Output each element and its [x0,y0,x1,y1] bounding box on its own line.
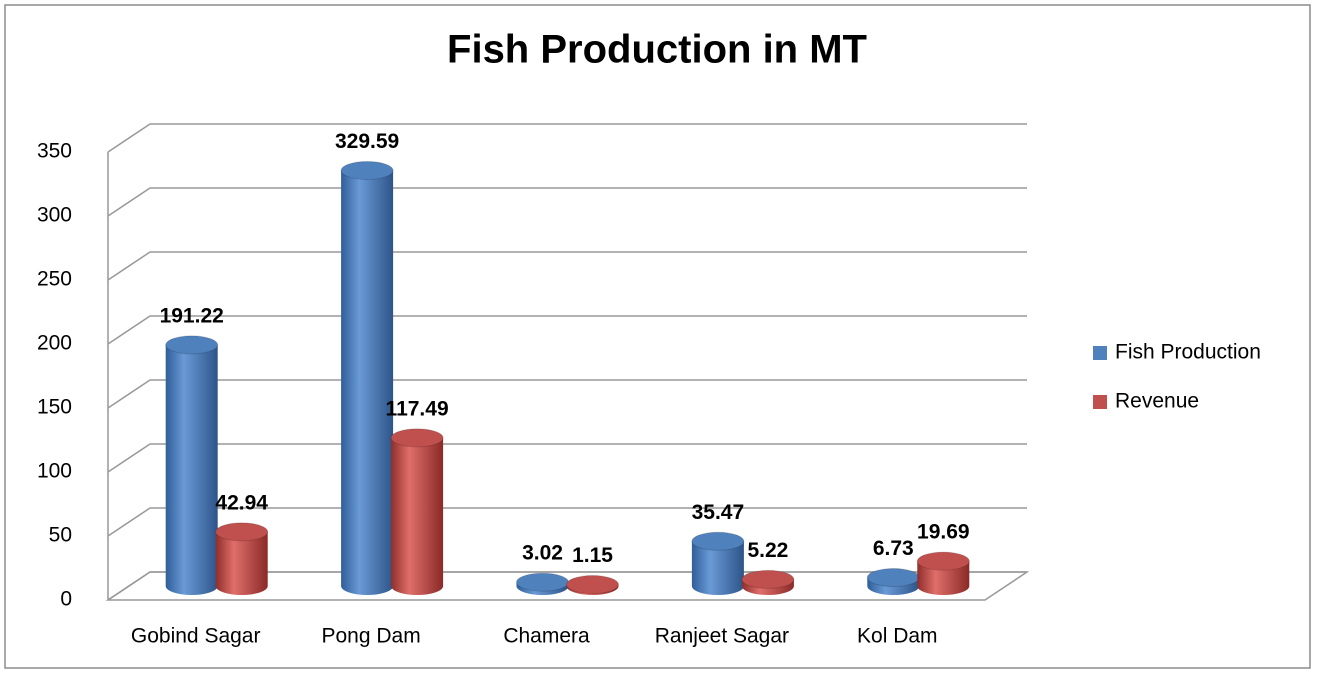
y-tick-label: 0 [60,588,72,611]
cylinder-top [566,575,619,595]
chart-title: Fish Production in MT [447,28,867,72]
cylinder [741,569,795,595]
value-label: 191.22 [160,304,224,327]
grid-line [107,443,1027,473]
cylinder-top [741,569,795,589]
legend-label: Fish Production [1115,341,1261,364]
cylinder-top [215,522,269,542]
y-tick-label: 100 [37,460,72,483]
cylinder-body [917,561,970,595]
cylinder [516,572,569,595]
cylinder [165,335,219,595]
cylinder-top [916,551,970,571]
cylinder-body [165,344,218,595]
cylinder-body [341,170,394,595]
cylinder [866,568,920,595]
y-tick-label: 250 [37,268,72,291]
cylinder-body [691,541,744,595]
value-label: 117.49 [386,397,449,420]
value-label: 1.15 [572,544,613,567]
cylinder-top [866,568,920,588]
legend-swatch [1093,346,1107,360]
value-label: 3.02 [522,542,563,565]
grid-line [107,187,1027,217]
value-label: 19.69 [917,521,970,544]
legend-swatch [1093,395,1107,409]
value-label: 35.47 [692,501,745,524]
cylinder [916,551,970,595]
grid-line [107,251,1027,281]
cylinder-top [691,531,745,551]
value-label: 42.94 [215,491,268,514]
cylinder-top [340,160,394,180]
y-tick-label: 200 [37,332,72,355]
cylinder [566,575,619,595]
x-tick-label: Chamera [503,625,590,648]
cylinder [215,522,269,595]
cylinder-top [516,572,569,592]
grid-line [107,379,1027,409]
x-tick-label: Gobind Sagar [131,625,261,648]
cylinder-top [165,335,219,355]
value-label: 6.73 [873,537,914,560]
cylinder-body [215,531,268,595]
cylinder [340,160,394,595]
y-tick-label: 300 [37,204,72,227]
x-tick-label: Ranjeet Sagar [655,625,789,648]
y-tick-label: 50 [49,524,72,547]
value-label: 329.59 [335,130,399,153]
y-tick-label: 150 [37,396,72,419]
cylinder [691,531,745,595]
x-tick-label: Kol Dam [857,625,938,648]
y-tick-label: 350 [37,140,72,163]
grid-line [107,315,1027,345]
cylinder-top [390,428,444,448]
cylinder-body [391,437,444,595]
grid-line [107,123,1027,153]
cylinder [390,428,444,595]
legend-label: Revenue [1115,390,1199,413]
x-tick-label: Pong Dam [321,625,420,648]
value-label: 5.22 [747,539,788,562]
grid-line [107,507,1027,537]
